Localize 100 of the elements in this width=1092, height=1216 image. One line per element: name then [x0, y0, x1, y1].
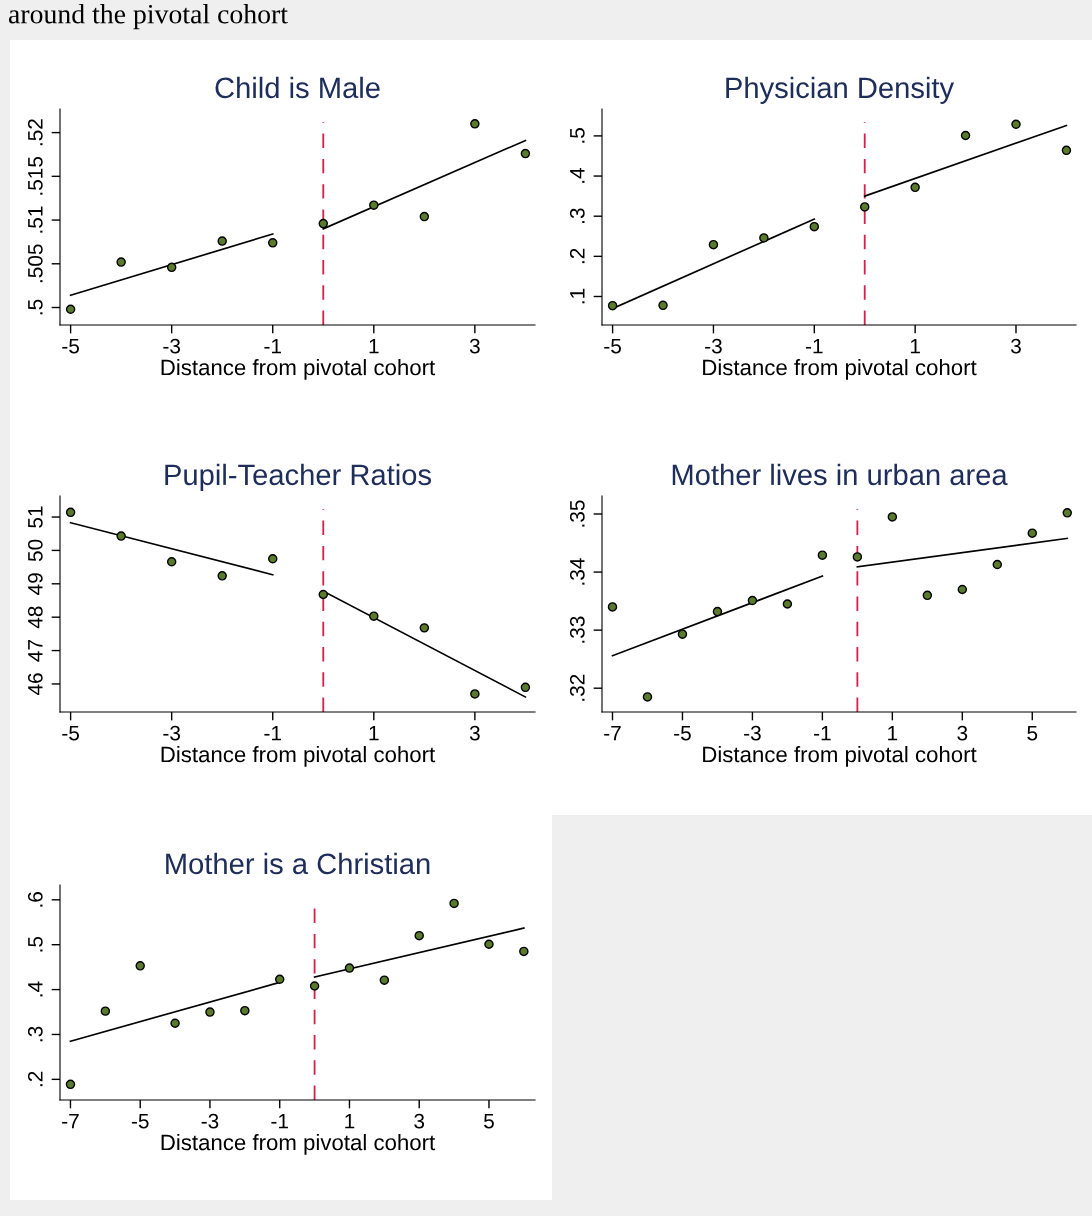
x-tick-label: -5 [131, 1113, 149, 1129]
point [135, 961, 145, 971]
x-tick-label: -7 [62, 1113, 79, 1129]
point [318, 218, 329, 229]
y-tick-label: .34 [569, 558, 585, 585]
x-tick-label: -3 [705, 338, 722, 354]
point [344, 963, 355, 973]
y-tick-label: .5 [570, 128, 585, 143]
x-tick-label: 3 [469, 338, 480, 354]
point [1061, 145, 1072, 156]
chart-title: Mother lives in urban area [672, 463, 1008, 486]
text: around the pivotal cohort [8, 4, 288, 30]
point [1011, 119, 1021, 130]
point [957, 584, 968, 595]
point [205, 1007, 215, 1017]
point [1027, 528, 1038, 538]
point [379, 975, 390, 985]
point [642, 692, 653, 702]
point [817, 550, 828, 560]
y-tick-label: 49 [27, 573, 43, 595]
point [519, 946, 529, 957]
x-tick-label: -5 [62, 338, 79, 354]
x-tick-label: 3 [957, 725, 968, 741]
y-tick-label: .3 [569, 208, 585, 223]
x-tick-label: 1 [345, 1113, 355, 1129]
point [607, 300, 618, 311]
point [419, 623, 430, 633]
x-tick-label: 3 [1011, 338, 1021, 354]
point [922, 590, 933, 601]
point [809, 221, 820, 232]
y-tick-label: .5 [28, 299, 43, 315]
x-tick-label: 5 [484, 1113, 494, 1129]
point [414, 930, 424, 941]
point [116, 257, 126, 267]
y-tick-label: .4 [28, 981, 43, 997]
point [520, 148, 531, 159]
point [658, 300, 668, 311]
x-axis-title: Distance from pivotal cohort [161, 359, 436, 380]
point [166, 262, 177, 273]
point [170, 1018, 180, 1028]
x-tick-label: -1 [805, 338, 823, 354]
point [267, 554, 278, 564]
chart-title: Child is Male [215, 76, 380, 99]
y-tick-label: .1 [570, 288, 585, 304]
y-tick-label: .33 [569, 616, 585, 643]
point [960, 130, 971, 141]
x-tick-label: -7 [604, 725, 621, 741]
y-tick-label: .505 [27, 244, 43, 283]
point [166, 557, 177, 567]
y-tick-label: .51 [28, 206, 43, 233]
x-tick-label: -1 [271, 1113, 288, 1129]
x-tick-label: 1 [910, 338, 920, 354]
x-tick-label: -3 [163, 725, 181, 741]
y-tick-label: 51 [28, 506, 43, 528]
point [274, 974, 285, 985]
x-tick-label: 1 [369, 725, 379, 741]
point [782, 599, 793, 609]
point [267, 238, 278, 248]
point [759, 233, 769, 243]
point [116, 531, 126, 541]
chart-title: Mother is a Christian [166, 852, 430, 875]
point [470, 119, 480, 129]
point [369, 200, 379, 210]
point [484, 939, 494, 949]
x-tick-label: -1 [814, 725, 831, 741]
chart-title: Physician Density [726, 76, 955, 104]
y-tick-label: 47 [28, 640, 43, 662]
point [65, 1079, 76, 1090]
x-tick-label: -3 [163, 338, 181, 354]
x-tick-label: 1 [369, 338, 379, 354]
x-tick-label: -1 [264, 338, 281, 354]
x-axis-title: Distance from pivotal cohort [161, 1134, 436, 1155]
point [318, 589, 329, 600]
point [852, 552, 863, 562]
chart-title: Pupil-Teacher Ratios [165, 463, 431, 491]
point [887, 512, 898, 522]
point [419, 211, 430, 222]
point [712, 606, 723, 617]
point [520, 682, 531, 693]
x-axis-title: Distance from pivotal cohort [161, 746, 436, 767]
x-axis-title: Distance from pivotal cohort [703, 359, 977, 380]
x-tick-label: -5 [674, 725, 691, 741]
x-tick-label: -3 [744, 725, 761, 741]
point [240, 1005, 250, 1016]
y-tick-label: 48 [27, 606, 43, 629]
point [708, 239, 719, 250]
point [470, 689, 480, 699]
x-tick-label: -3 [201, 1113, 219, 1129]
point [910, 182, 920, 193]
point [65, 507, 76, 518]
x-tick-label: 3 [469, 725, 480, 741]
point [217, 236, 227, 246]
y-tick-label: .6 [27, 892, 43, 907]
point [217, 571, 227, 581]
point [369, 611, 379, 621]
x-tick-label: -1 [264, 725, 281, 741]
x-tick-label: 5 [1027, 725, 1038, 741]
y-tick-label: .2 [27, 1071, 43, 1087]
point [677, 629, 688, 639]
y-tick-label: .3 [27, 1026, 43, 1042]
